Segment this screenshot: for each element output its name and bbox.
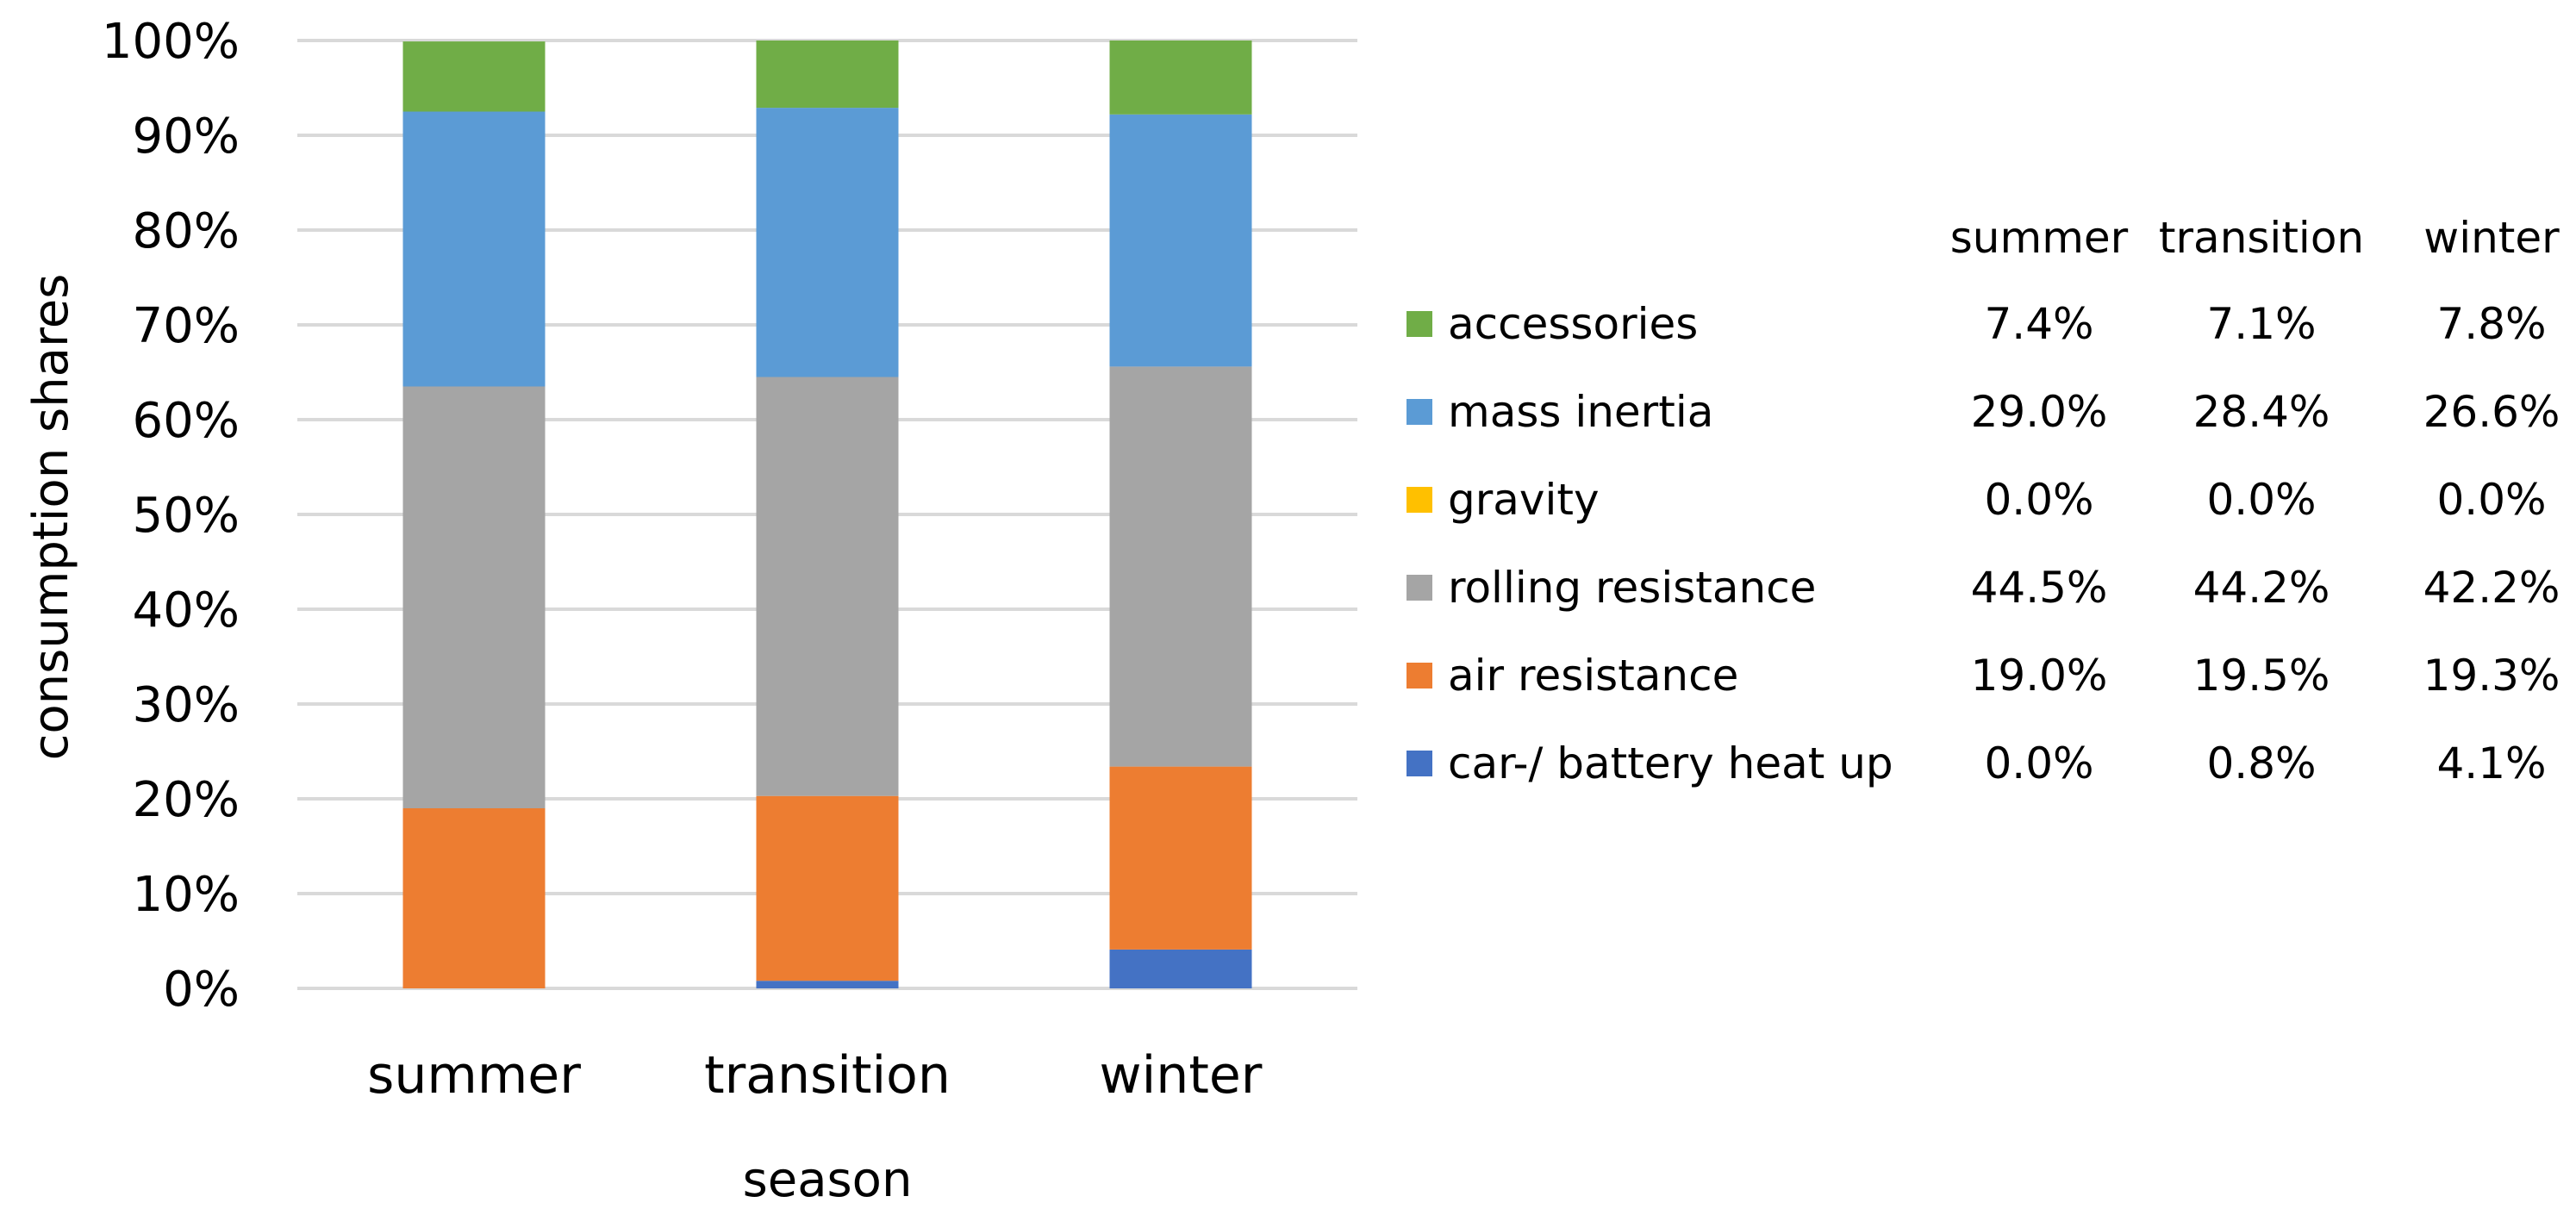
y-tick-label: 10% bbox=[133, 867, 240, 923]
table-value: 0.0% bbox=[1984, 738, 2093, 788]
bar-segment bbox=[756, 108, 899, 377]
table-value: 0.0% bbox=[2436, 475, 2546, 525]
y-tick-label: 70% bbox=[133, 298, 240, 354]
y-tick-label: 30% bbox=[133, 677, 240, 733]
bar-segment bbox=[402, 808, 546, 988]
bar-segment bbox=[402, 41, 546, 112]
table-value: 7.4% bbox=[1984, 299, 2093, 349]
table-value: 19.3% bbox=[2423, 651, 2560, 701]
x-category-label: summer bbox=[367, 1045, 581, 1106]
y-tick-label: 60% bbox=[133, 393, 240, 449]
legend-label: gravity bbox=[1448, 475, 1600, 525]
legend-swatch bbox=[1407, 487, 1432, 513]
bar-segment bbox=[756, 40, 899, 109]
bar-segment bbox=[1109, 40, 1252, 115]
y-tick-label: 50% bbox=[133, 488, 240, 544]
legend-label: air resistance bbox=[1448, 651, 1738, 701]
y-tick-label: 40% bbox=[133, 583, 240, 639]
bar-segment bbox=[756, 795, 899, 981]
y-tick-label: 90% bbox=[133, 109, 240, 165]
bar-segment bbox=[756, 377, 899, 796]
table-header: summer bbox=[1950, 213, 2129, 263]
bar-segment bbox=[1109, 949, 1252, 988]
table-value: 44.2% bbox=[2193, 563, 2330, 613]
table-value: 44.5% bbox=[1971, 563, 2108, 613]
table-value: 7.1% bbox=[2206, 299, 2316, 349]
legend-swatch bbox=[1407, 751, 1432, 776]
table-value: 28.4% bbox=[2193, 387, 2330, 437]
table-value: 29.0% bbox=[1971, 387, 2108, 437]
x-category-label: transition bbox=[704, 1045, 951, 1106]
bar-segment bbox=[1109, 366, 1252, 767]
table-value: 7.8% bbox=[2436, 299, 2546, 349]
y-axis-title: consumption shares bbox=[23, 274, 79, 761]
bar-segment bbox=[1109, 766, 1252, 950]
legend-label: rolling resistance bbox=[1448, 563, 1816, 613]
legend-swatch bbox=[1407, 575, 1432, 601]
x-axis-title: season bbox=[743, 1152, 913, 1208]
legend-swatch bbox=[1407, 399, 1432, 425]
bar-segment bbox=[756, 981, 899, 988]
table-value: 19.0% bbox=[1971, 651, 2108, 701]
y-tick-label: 80% bbox=[133, 203, 240, 259]
legend-swatch bbox=[1407, 311, 1432, 337]
bar-segment bbox=[1109, 114, 1252, 367]
legend-label: accessories bbox=[1448, 299, 1698, 349]
table-value: 0.0% bbox=[1984, 475, 2093, 525]
table-header: transition bbox=[2159, 213, 2364, 263]
table-value: 42.2% bbox=[2423, 563, 2560, 613]
y-tick-label: 0% bbox=[163, 962, 240, 1018]
bar-segment bbox=[402, 111, 546, 387]
table-value: 26.6% bbox=[2423, 387, 2560, 437]
legend-label: mass inertia bbox=[1448, 387, 1713, 437]
x-category-label: winter bbox=[1100, 1045, 1263, 1106]
y-tick-label: 20% bbox=[133, 772, 240, 828]
table-value: 19.5% bbox=[2193, 651, 2330, 701]
table-value: 0.0% bbox=[2206, 475, 2316, 525]
table-value: 0.8% bbox=[2206, 738, 2316, 788]
legend-label: car-/ battery heat up bbox=[1448, 738, 1893, 788]
x-axis-categories: summer transition winter bbox=[367, 1045, 1263, 1106]
bars bbox=[402, 40, 1252, 988]
table-value: 4.1% bbox=[2436, 738, 2546, 788]
legend-swatch bbox=[1407, 663, 1432, 688]
legend-table: summer transition winter accessories 7.4% 7.1… bbox=[1407, 213, 2560, 788]
table-header: winter bbox=[2423, 213, 2560, 263]
bar-segment bbox=[402, 386, 546, 808]
y-axis-ticks: 0% 10% 20% 30% 40% 50% 60% 70% 80% 90% 100% bbox=[102, 14, 240, 1018]
y-tick-label: 100% bbox=[102, 14, 240, 70]
